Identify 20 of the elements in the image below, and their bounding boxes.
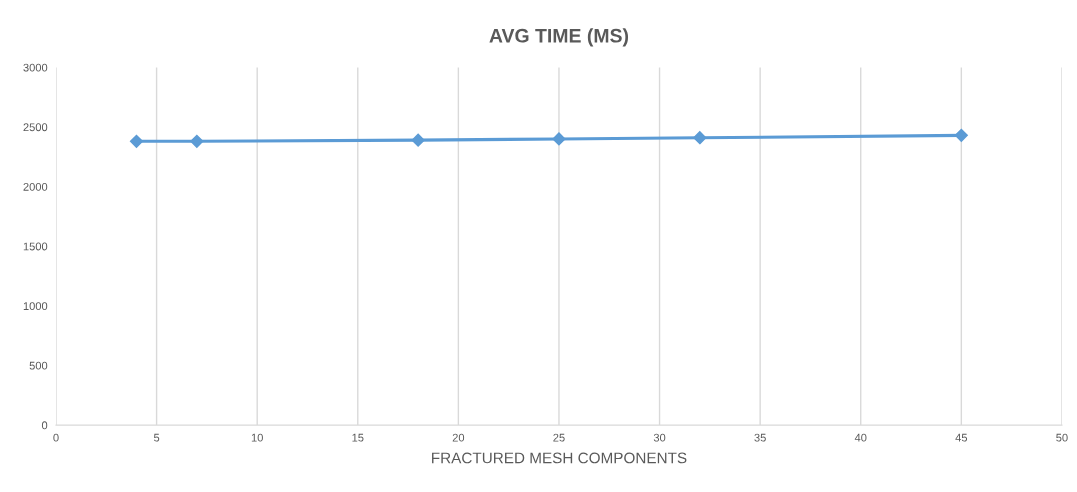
x-tick-label: 20 — [452, 433, 465, 442]
x-axis-title: FRACTURED MESH COMPONENTS — [432, 452, 687, 464]
x-tick-label: 40 — [854, 433, 867, 442]
x-tick-label: 0 — [53, 433, 59, 442]
y-tick-label: 0 — [41, 421, 48, 430]
x-tick-label: 50 — [1056, 433, 1068, 442]
chart-title: AVG TIME (MS) — [489, 28, 629, 47]
x-tick-label: 35 — [754, 433, 766, 442]
y-tick-label: 2500 — [23, 123, 48, 132]
x-tick-label: 45 — [955, 433, 968, 442]
y-tick-label: 1500 — [23, 242, 48, 251]
x-tick-label: 10 — [251, 433, 263, 442]
x-tick-label: 25 — [553, 433, 565, 442]
y-tick-label: 1000 — [23, 302, 48, 310]
y-tick-label: 500 — [29, 361, 48, 370]
x-tick-label: 5 — [153, 433, 160, 442]
x-tick-label: 15 — [352, 433, 364, 442]
x-tick-label: 30 — [653, 433, 666, 442]
y-tick-label: 2000 — [23, 182, 48, 191]
y-tick-label: 3000 — [23, 63, 48, 72]
